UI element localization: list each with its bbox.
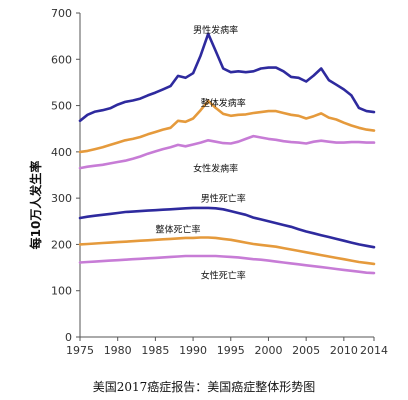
- series-line-3: [78, 206, 376, 249]
- y-tick-label: 300: [51, 192, 72, 205]
- x-tick-label: 2000: [254, 344, 282, 357]
- x-tick-label: 1975: [66, 344, 94, 357]
- x-tick-label: 2005: [292, 344, 320, 357]
- series-label-5: 女性死亡率: [201, 269, 246, 281]
- figure-caption: 美国2017癌症报告：美国癌症整体形势图: [92, 380, 316, 394]
- x-tick-label: 1980: [104, 344, 132, 357]
- y-axis-label: 每10万人发生率: [28, 161, 43, 250]
- x-axis-ticks: 1975 1980 1985 1990 1995 2000 2005 2010 2014: [66, 337, 388, 357]
- cancer-trend-chart: 每10万人发生率 0 100 200 300 400 500 600 700 1975 1980…: [28, 7, 388, 357]
- series-lines: [78, 32, 376, 275]
- x-tick-label: 1985: [141, 344, 169, 357]
- series-label-2: 女性发病率: [193, 163, 238, 175]
- x-tick-label: 1995: [217, 344, 245, 357]
- series-line-2: [78, 134, 376, 170]
- y-tick-label: 400: [51, 146, 72, 159]
- series-line-1: [78, 99, 376, 154]
- series-line-5: [78, 254, 376, 275]
- y-tick-label: 100: [51, 285, 72, 298]
- x-tick-label: 1990: [179, 344, 207, 357]
- y-axis-ticks: 0 100 200 300 400 500 600 700: [51, 7, 80, 344]
- series-label-1: 整体发病率: [201, 97, 246, 109]
- y-tick-label: 500: [51, 100, 72, 113]
- y-tick-label: 0: [65, 331, 72, 344]
- series-label-3: 男性死亡率: [201, 192, 246, 204]
- series-line-4: [78, 236, 376, 266]
- series-label-4: 整体死亡率: [155, 223, 200, 235]
- y-tick-label: 600: [51, 53, 72, 66]
- x-tick-label: 2014: [360, 344, 388, 357]
- y-tick-label: 700: [51, 7, 72, 20]
- y-tick-label: 200: [51, 238, 72, 251]
- x-tick-label: 2010: [330, 344, 358, 357]
- series-line-0: [78, 32, 376, 123]
- series-label-0: 男性发病率: [193, 24, 238, 36]
